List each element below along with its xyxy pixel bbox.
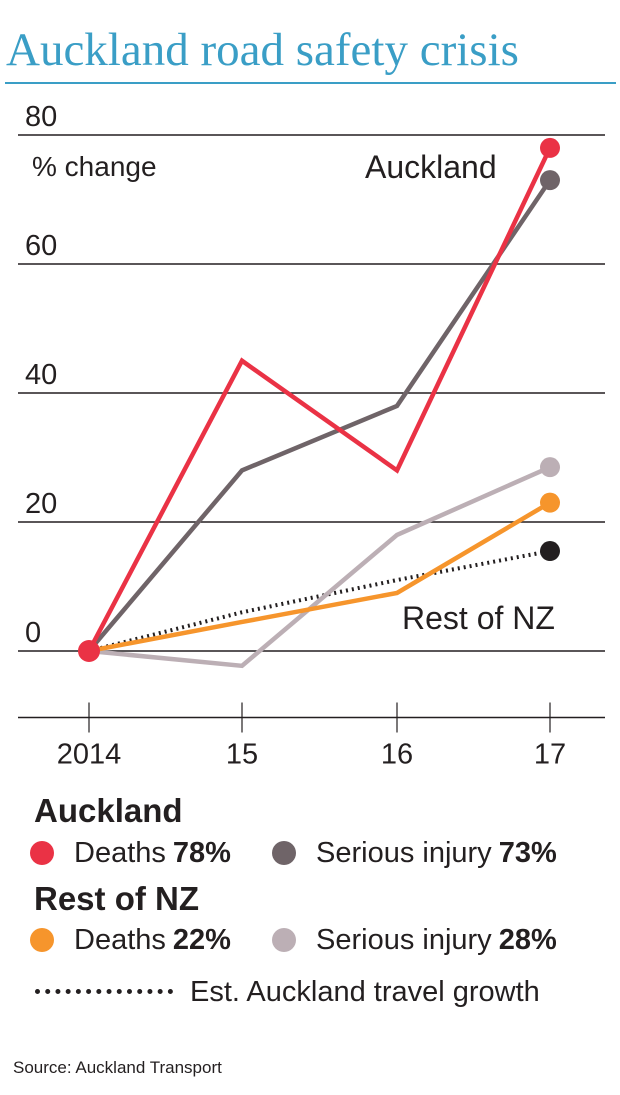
legend-item-auckland-serious-injury: Serious injury 73% (272, 833, 557, 873)
end-point-rest-of-nz-deaths (540, 492, 560, 513)
legend-row-travel-growth: Est. Auckland travel growth (30, 972, 620, 1012)
legend-value-auckland-deaths: 78% (172, 837, 231, 869)
legend-label-auckland-serious-injury: Serious injury (316, 837, 492, 869)
legend-item-auckland-deaths: Deaths 78% (30, 833, 231, 873)
y-tick-label-40: 40 (25, 359, 57, 391)
line-chart: 0 20 40 60 80 % change 2014 15 16 17 Auckland Rest … (18, 101, 605, 771)
dotted-line-swatch-icon (35, 989, 173, 994)
annotation-rest-of-nz: Rest of NZ (402, 600, 555, 636)
y-tick-label-80: 80 (25, 101, 57, 133)
x-tick-label-16: 16 (381, 739, 413, 771)
legend-label-rest-deaths: Deaths (74, 924, 166, 956)
series-line-est-auckland-travel-growth (88, 549, 551, 653)
auckland-deaths-marker-icon (30, 841, 54, 865)
x-tick-label-2014: 2014 (57, 739, 122, 771)
series-line-rest-of-nz-deaths (88, 500, 552, 654)
legend-label-rest-serious-injury: Serious injury (316, 924, 492, 956)
legend-value-rest-deaths: 22% (172, 924, 231, 956)
rest-serious-injury-marker-icon (272, 928, 296, 952)
auckland-serious-injury-marker-icon (272, 841, 296, 865)
legend-item-rest-deaths: Deaths 22% (30, 920, 231, 960)
legend-value-auckland-serious-injury: 73% (498, 837, 557, 869)
series-line-rest-of-nz-serious-injury (88, 465, 551, 669)
end-point-auckland-deaths (540, 137, 560, 158)
title-underline (5, 82, 616, 84)
end-point-auckland-serious-injury (540, 170, 560, 191)
legend-row-rest-of-nz: Deaths 22% Serious injury 28% (30, 920, 620, 960)
series-line-auckland-deaths (87, 146, 553, 653)
source-note: Source: Auckland Transport (13, 1058, 222, 1077)
legend-value-rest-serious-injury: 28% (498, 924, 557, 956)
y-tick-label-60: 60 (25, 230, 57, 262)
legend-heading-rest-of-nz: Rest of NZ (34, 880, 199, 917)
legend-row-auckland: Deaths 78% Serious injury 73% (30, 833, 620, 873)
legend-heading-auckland: Auckland (34, 792, 183, 829)
rest-deaths-marker-icon (30, 928, 54, 952)
legend-label-travel-growth: Est. Auckland travel growth (190, 976, 540, 1008)
x-tick-label-15: 15 (226, 739, 258, 771)
end-point-est-auckland-travel-growth (540, 541, 560, 562)
legend-item-rest-serious-injury: Serious injury 28% (272, 920, 557, 960)
series-line-auckland-serious-injury (87, 178, 552, 653)
start-point-2014 (78, 640, 100, 662)
annotation-auckland: Auckland (365, 149, 497, 185)
y-tick-label-0: 0 (25, 617, 41, 649)
chart-title: Auckland road safety crisis (6, 24, 519, 76)
y-axis-label: % change (32, 151, 157, 182)
x-tick-label-17: 17 (534, 739, 566, 771)
y-tick-label-20: 20 (25, 488, 57, 520)
legend-label-auckland-deaths: Deaths (74, 837, 166, 869)
end-point-rest-of-nz-serious-injury (540, 457, 560, 478)
